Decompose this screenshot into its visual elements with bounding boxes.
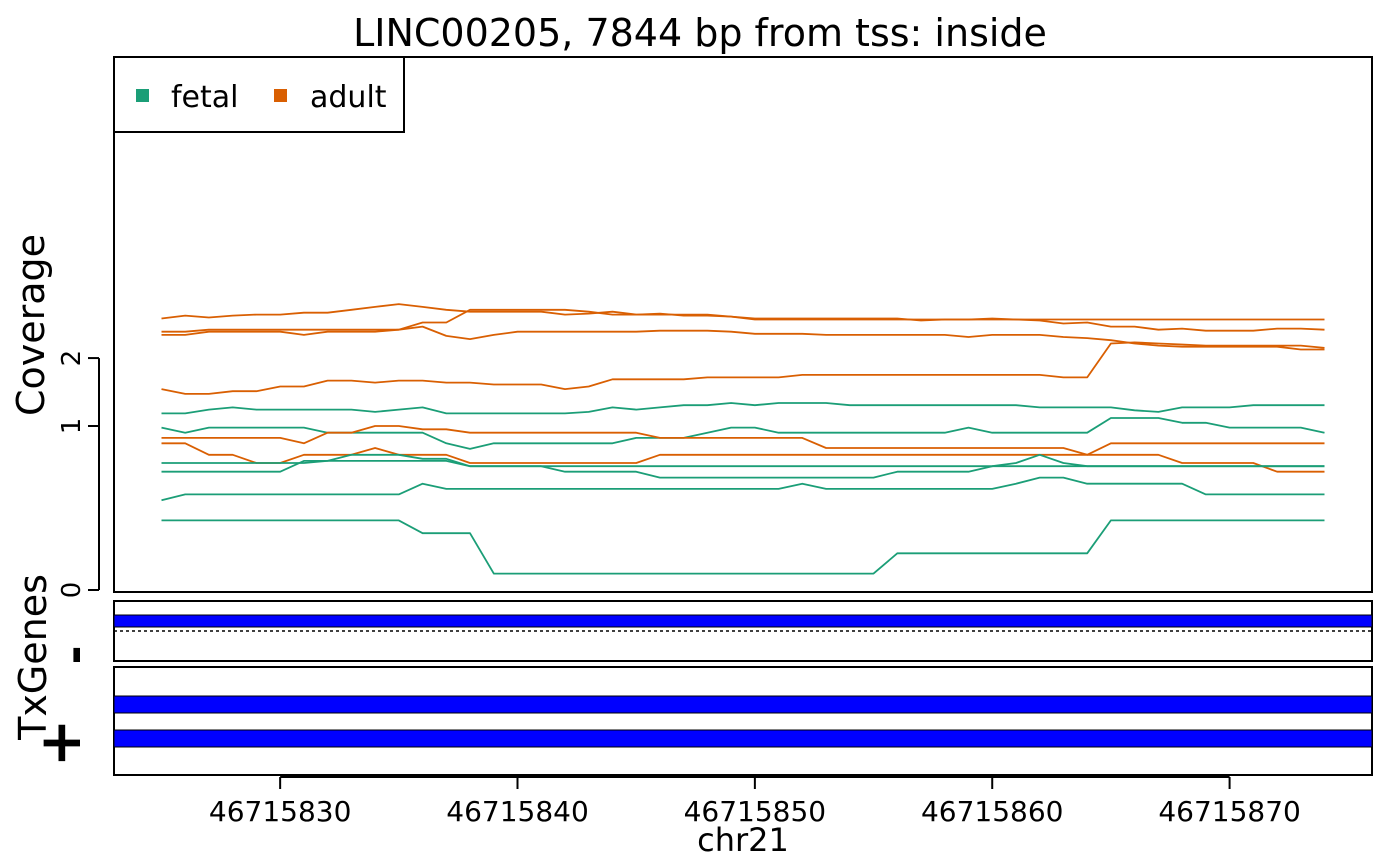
x-axis-label: chr21 — [697, 821, 789, 859]
strand-minus-label: - — [47, 645, 101, 664]
transcript-minus-1 — [113, 614, 1373, 628]
coverage-line-fetal-5 — [161, 402, 1325, 415]
x-tick-label: 46715850 — [684, 795, 827, 828]
x-axis-ticks: 46715830 46715840 46715850 46715860 46715870 — [209, 777, 1301, 828]
transcript-plus-1 — [113, 695, 1373, 714]
x-tick-label: 46715870 — [1158, 795, 1301, 828]
y-axis-label: Coverage — [9, 234, 53, 416]
coverage-line-adult-8 — [161, 442, 1325, 473]
coverage-line-fetal-10 — [161, 453, 1325, 479]
x-tick-label: 46715860 — [921, 795, 1064, 828]
coverage-line-fetal-11 — [161, 476, 1325, 502]
coverage-line-adult-4 — [161, 341, 1325, 395]
chart-title: LINC00205, 7844 bp from tss: inside — [353, 11, 1047, 55]
legend-swatch-fetal — [136, 89, 149, 102]
legend-box — [113, 56, 405, 133]
gene-track-label: TxGenes — [11, 574, 55, 741]
x-tick-label: 46715840 — [446, 795, 589, 828]
y-tick-label: 2 — [57, 350, 87, 367]
transcript-plus-2 — [113, 729, 1373, 748]
y-tick-label: 0 — [57, 582, 87, 599]
coverage-plot-frame — [113, 56, 1373, 593]
y-axis-ticks: 0 1 2 — [57, 350, 99, 598]
gene-track-plus-frame — [113, 666, 1373, 776]
y-tick-label: 1 — [57, 418, 87, 435]
coverage-line-adult-7 — [161, 425, 1325, 456]
legend-label-fetal: fetal — [171, 80, 239, 115]
legend-label-adult: adult — [310, 80, 387, 115]
x-tick-label: 46715830 — [209, 795, 352, 828]
coverage-line-fetal-12 — [161, 519, 1325, 575]
legend-swatch-adult — [274, 89, 287, 102]
coverage-line-fetal-6 — [161, 417, 1325, 450]
coverage-series-layer — [161, 303, 1325, 575]
coverage-line-adult-2 — [161, 308, 1325, 333]
strand-plus-label: + — [26, 719, 94, 768]
